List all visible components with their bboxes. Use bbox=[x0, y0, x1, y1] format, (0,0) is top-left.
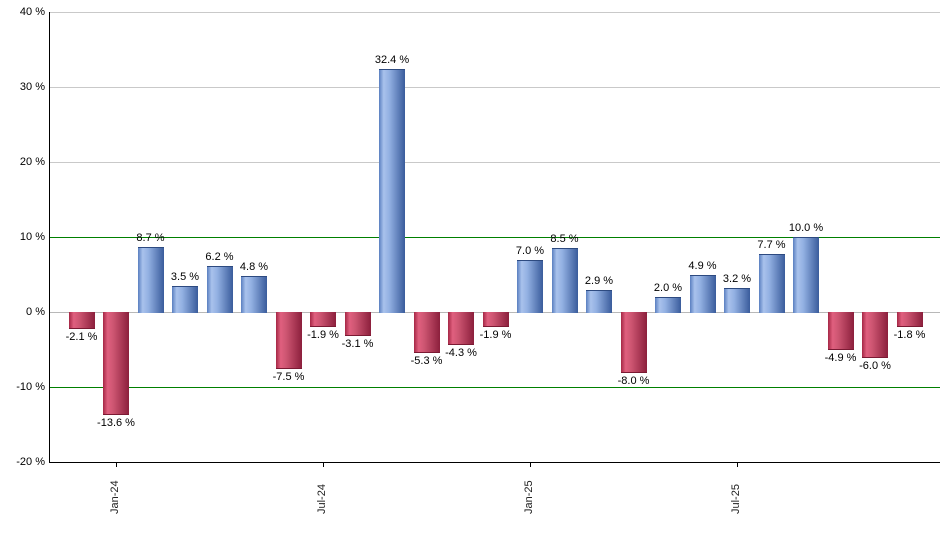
bar-value-label: 8.5 % bbox=[550, 233, 579, 246]
y-axis-tick-label: -10 % bbox=[16, 381, 45, 393]
bar-value-label: 4.8 % bbox=[239, 261, 269, 273]
bar-value-label: -13.6 % bbox=[97, 417, 135, 429]
negative-bar bbox=[413, 312, 440, 353]
positive-bar bbox=[517, 259, 543, 313]
bar-value-label: 2.9 % bbox=[584, 275, 614, 288]
bar-value-label: 32.4 % bbox=[374, 54, 410, 66]
negative-bar bbox=[862, 312, 888, 358]
x-axis-tick bbox=[323, 462, 324, 467]
positive-bar bbox=[379, 69, 405, 313]
bar-value-label: -7.5 % bbox=[272, 371, 305, 384]
bar-value-label: -1.9 % bbox=[479, 329, 512, 342]
bar-value-label: -6.0 % bbox=[859, 360, 891, 372]
x-axis-tick-label: Jul-24 bbox=[316, 484, 328, 514]
positive-bar bbox=[689, 275, 716, 313]
x-axis-tick bbox=[530, 462, 531, 467]
bar-value-label: 4.9 % bbox=[688, 260, 717, 273]
bar-value-label: 10.0 % bbox=[788, 222, 824, 234]
bar-value-label: -3.1 % bbox=[341, 338, 374, 351]
bar-value-label: -1.8 % bbox=[893, 328, 926, 341]
y-axis-line bbox=[49, 12, 50, 462]
bar-value-label: 7.7 % bbox=[757, 239, 786, 252]
y-axis-tick-label: -20 % bbox=[16, 456, 45, 468]
bar-value-label: -1.9 % bbox=[307, 329, 339, 342]
bar-value-label: -4.3 % bbox=[445, 347, 477, 360]
bar-value-label: 8.7 % bbox=[136, 231, 165, 244]
positive-bar bbox=[655, 297, 681, 313]
gridline-30 bbox=[49, 87, 940, 88]
bar-value-label: -2.1 % bbox=[65, 330, 98, 343]
positive-bar bbox=[793, 237, 819, 313]
negative-bar bbox=[827, 312, 854, 350]
positive-bar bbox=[758, 254, 785, 313]
negative-bar bbox=[68, 312, 95, 329]
x-axis-tick bbox=[116, 462, 117, 467]
x-axis-tick-label: Jan-25 bbox=[523, 480, 535, 514]
x-axis-line bbox=[49, 462, 940, 463]
bar-value-label: -5.3 % bbox=[410, 354, 443, 367]
positive-bar bbox=[241, 276, 267, 313]
x-axis-tick-label: Jan-24 bbox=[109, 480, 121, 514]
bar-value-label: -8.0 % bbox=[617, 375, 650, 387]
x-axis-tick-label: Jul-25 bbox=[730, 484, 742, 514]
x-axis-tick bbox=[737, 462, 738, 467]
gridline-20 bbox=[49, 162, 940, 163]
gridline-10 bbox=[49, 237, 940, 238]
bar-value-label: 6.2 % bbox=[205, 250, 234, 263]
negative-bar bbox=[896, 312, 923, 327]
y-axis-tick-label: 20 % bbox=[19, 156, 45, 168]
positive-bar bbox=[137, 246, 164, 313]
negative-bar bbox=[448, 312, 474, 346]
y-axis-tick-label: 0 % bbox=[26, 306, 45, 318]
gridline-40 bbox=[49, 12, 940, 13]
bar-value-label: 3.5 % bbox=[170, 270, 200, 283]
y-axis-tick-label: 40 % bbox=[19, 6, 45, 18]
negative-bar bbox=[620, 312, 647, 373]
negative-bar bbox=[482, 312, 509, 328]
negative-bar bbox=[310, 312, 336, 328]
positive-bar bbox=[586, 290, 612, 313]
positive-bar bbox=[206, 265, 233, 313]
positive-bar bbox=[551, 248, 578, 313]
negative-bar bbox=[275, 312, 302, 370]
bar-value-label: 2.0 % bbox=[653, 282, 683, 294]
gridline--10 bbox=[49, 387, 940, 388]
bar-value-label: -4.9 % bbox=[824, 351, 857, 364]
y-axis-tick-label: 10 % bbox=[19, 231, 45, 243]
y-axis-tick-label: 30 % bbox=[19, 81, 45, 93]
bar-value-label: 7.0 % bbox=[515, 244, 545, 257]
positive-bar bbox=[724, 288, 750, 313]
negative-bar bbox=[103, 312, 129, 415]
negative-bar bbox=[344, 312, 371, 337]
positive-bar bbox=[172, 285, 198, 313]
bar-value-label: 3.2 % bbox=[722, 273, 752, 285]
